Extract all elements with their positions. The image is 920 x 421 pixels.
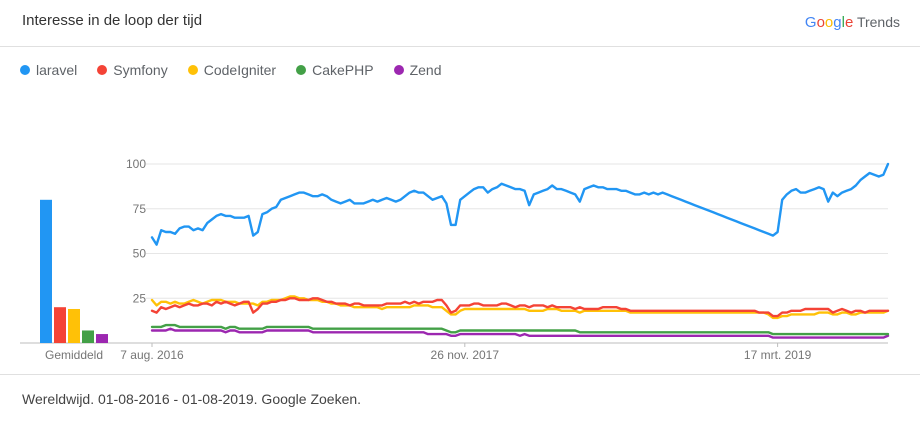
y-tick-label: 50 xyxy=(133,247,147,261)
legend-swatch xyxy=(20,65,30,75)
google-letter: o xyxy=(816,14,825,31)
google-letter: e xyxy=(844,14,854,31)
series-line xyxy=(150,297,890,318)
legend-swatch xyxy=(393,65,404,75)
y-tick-label: 100 xyxy=(126,157,146,171)
google-trends-logo: Google Trends xyxy=(805,14,900,31)
x-tick-label: 26 nov. 2017 xyxy=(431,348,500,362)
chart-title: Interesse in de loop der tijd xyxy=(22,12,203,29)
chart-footer: Wereldwijd. 01-08-2016 - 01-08-2019. Goo… xyxy=(0,374,920,421)
series-line xyxy=(150,323,890,336)
average-label: Gemiddeld xyxy=(45,348,103,362)
y-tick-label: 75 xyxy=(133,202,147,216)
average-bar xyxy=(82,330,94,343)
google-letter: G xyxy=(804,14,817,31)
chart-legend: laravel Symfony CodeIgniter CakePHP Zend xyxy=(20,62,442,78)
legend-swatch xyxy=(187,65,198,75)
google-wordmark: Google xyxy=(805,14,853,31)
legend-item[interactable]: CodeIgniter xyxy=(187,62,277,78)
legend-label: CakePHP xyxy=(312,62,374,78)
average-bar xyxy=(96,334,108,343)
average-bar xyxy=(54,307,66,343)
chart-header: Interesse in de loop der tijd Google Tre… xyxy=(0,0,920,47)
legend-item[interactable]: laravel xyxy=(20,62,77,78)
legend-swatch xyxy=(296,65,307,75)
google-letter: g xyxy=(833,14,842,31)
source-note: Wereldwijd. 01-08-2016 - 01-08-2019. Goo… xyxy=(22,391,362,407)
trends-wordmark: Trends xyxy=(856,14,900,30)
google-letter: l xyxy=(841,14,845,31)
x-tick-label: 7 aug. 2016 xyxy=(120,348,184,362)
y-tick-label: 25 xyxy=(133,291,147,305)
average-bar xyxy=(68,308,80,343)
legend-label: laravel xyxy=(36,62,78,78)
legend-label: Symfony xyxy=(113,62,168,78)
legend-item[interactable]: CakePHP xyxy=(296,62,374,78)
average-bar xyxy=(40,199,52,343)
legend-label: CodeIgniter xyxy=(203,62,277,78)
google-letter: o xyxy=(824,14,834,31)
series-line xyxy=(150,327,890,339)
series-line xyxy=(150,162,890,246)
legend-label: Zend xyxy=(409,62,442,78)
legend-swatch xyxy=(97,65,108,75)
legend-item[interactable]: Symfony xyxy=(97,62,168,78)
legend-item[interactable]: Zend xyxy=(393,62,442,78)
x-tick-label: 17 mrt. 2019 xyxy=(744,348,812,362)
